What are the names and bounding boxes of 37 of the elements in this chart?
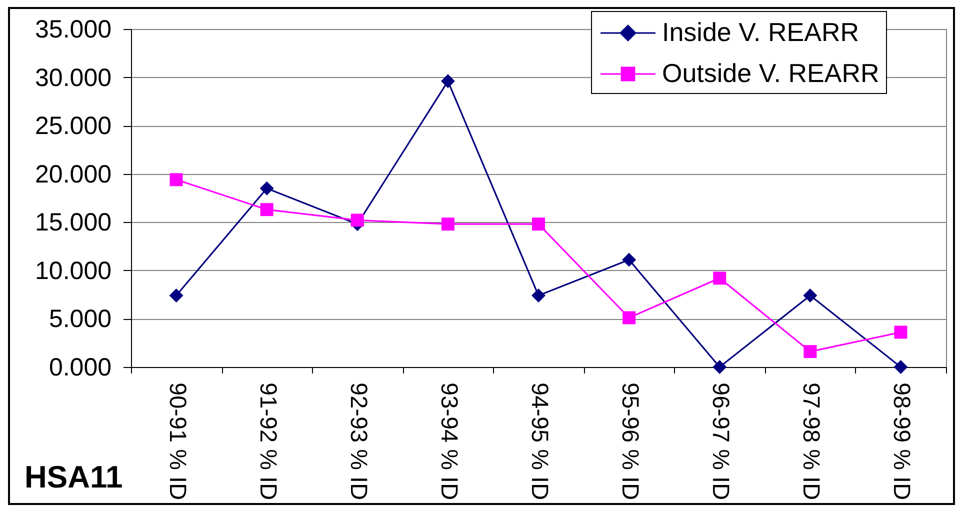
x-tick-label: 95-96 % ID (618, 382, 644, 500)
point (260, 203, 274, 216)
point (712, 360, 727, 374)
y-tick-label: 35.000 (35, 16, 112, 44)
point (532, 288, 546, 303)
point (622, 311, 636, 324)
legend-label: Inside V. REARR (662, 17, 860, 47)
y-tick-label: 30.000 (35, 64, 112, 92)
y-tick-label: 10.000 (35, 256, 112, 285)
x-tick-label: 90-91 % ID (164, 382, 191, 500)
point (440, 74, 455, 88)
x-tick-label: 94-95 % ID (527, 382, 553, 500)
point (441, 218, 454, 231)
x-tick-label: 98-99 % ID (889, 382, 916, 500)
x-tick-label: 91-92 % ID (255, 382, 282, 500)
y-tick-label: 0.000 (48, 354, 112, 382)
point (803, 288, 818, 303)
x-tick-label: 93-94 % ID (436, 382, 462, 500)
legend-label: Outside V. REARR (662, 58, 880, 88)
point (260, 181, 274, 196)
y-tick-label: 15.000 (35, 208, 112, 237)
point (713, 272, 726, 285)
y-tick-label: 20.000 (35, 160, 112, 188)
point (350, 214, 364, 227)
point (804, 345, 817, 358)
point (532, 218, 545, 231)
x-tick-label: 92-93 % ID (346, 382, 372, 500)
x-tick-label: 96-97 % ID (708, 382, 734, 500)
point (622, 252, 636, 267)
y-tick-label: 25.000 (35, 112, 112, 140)
text: HSA11 (24, 460, 123, 495)
point (894, 326, 908, 339)
y-tick-label: 5.000 (48, 305, 112, 334)
point (170, 173, 183, 186)
point (894, 360, 908, 374)
x-tick-label: 97-98 % ID (798, 382, 825, 500)
point (169, 288, 184, 303)
